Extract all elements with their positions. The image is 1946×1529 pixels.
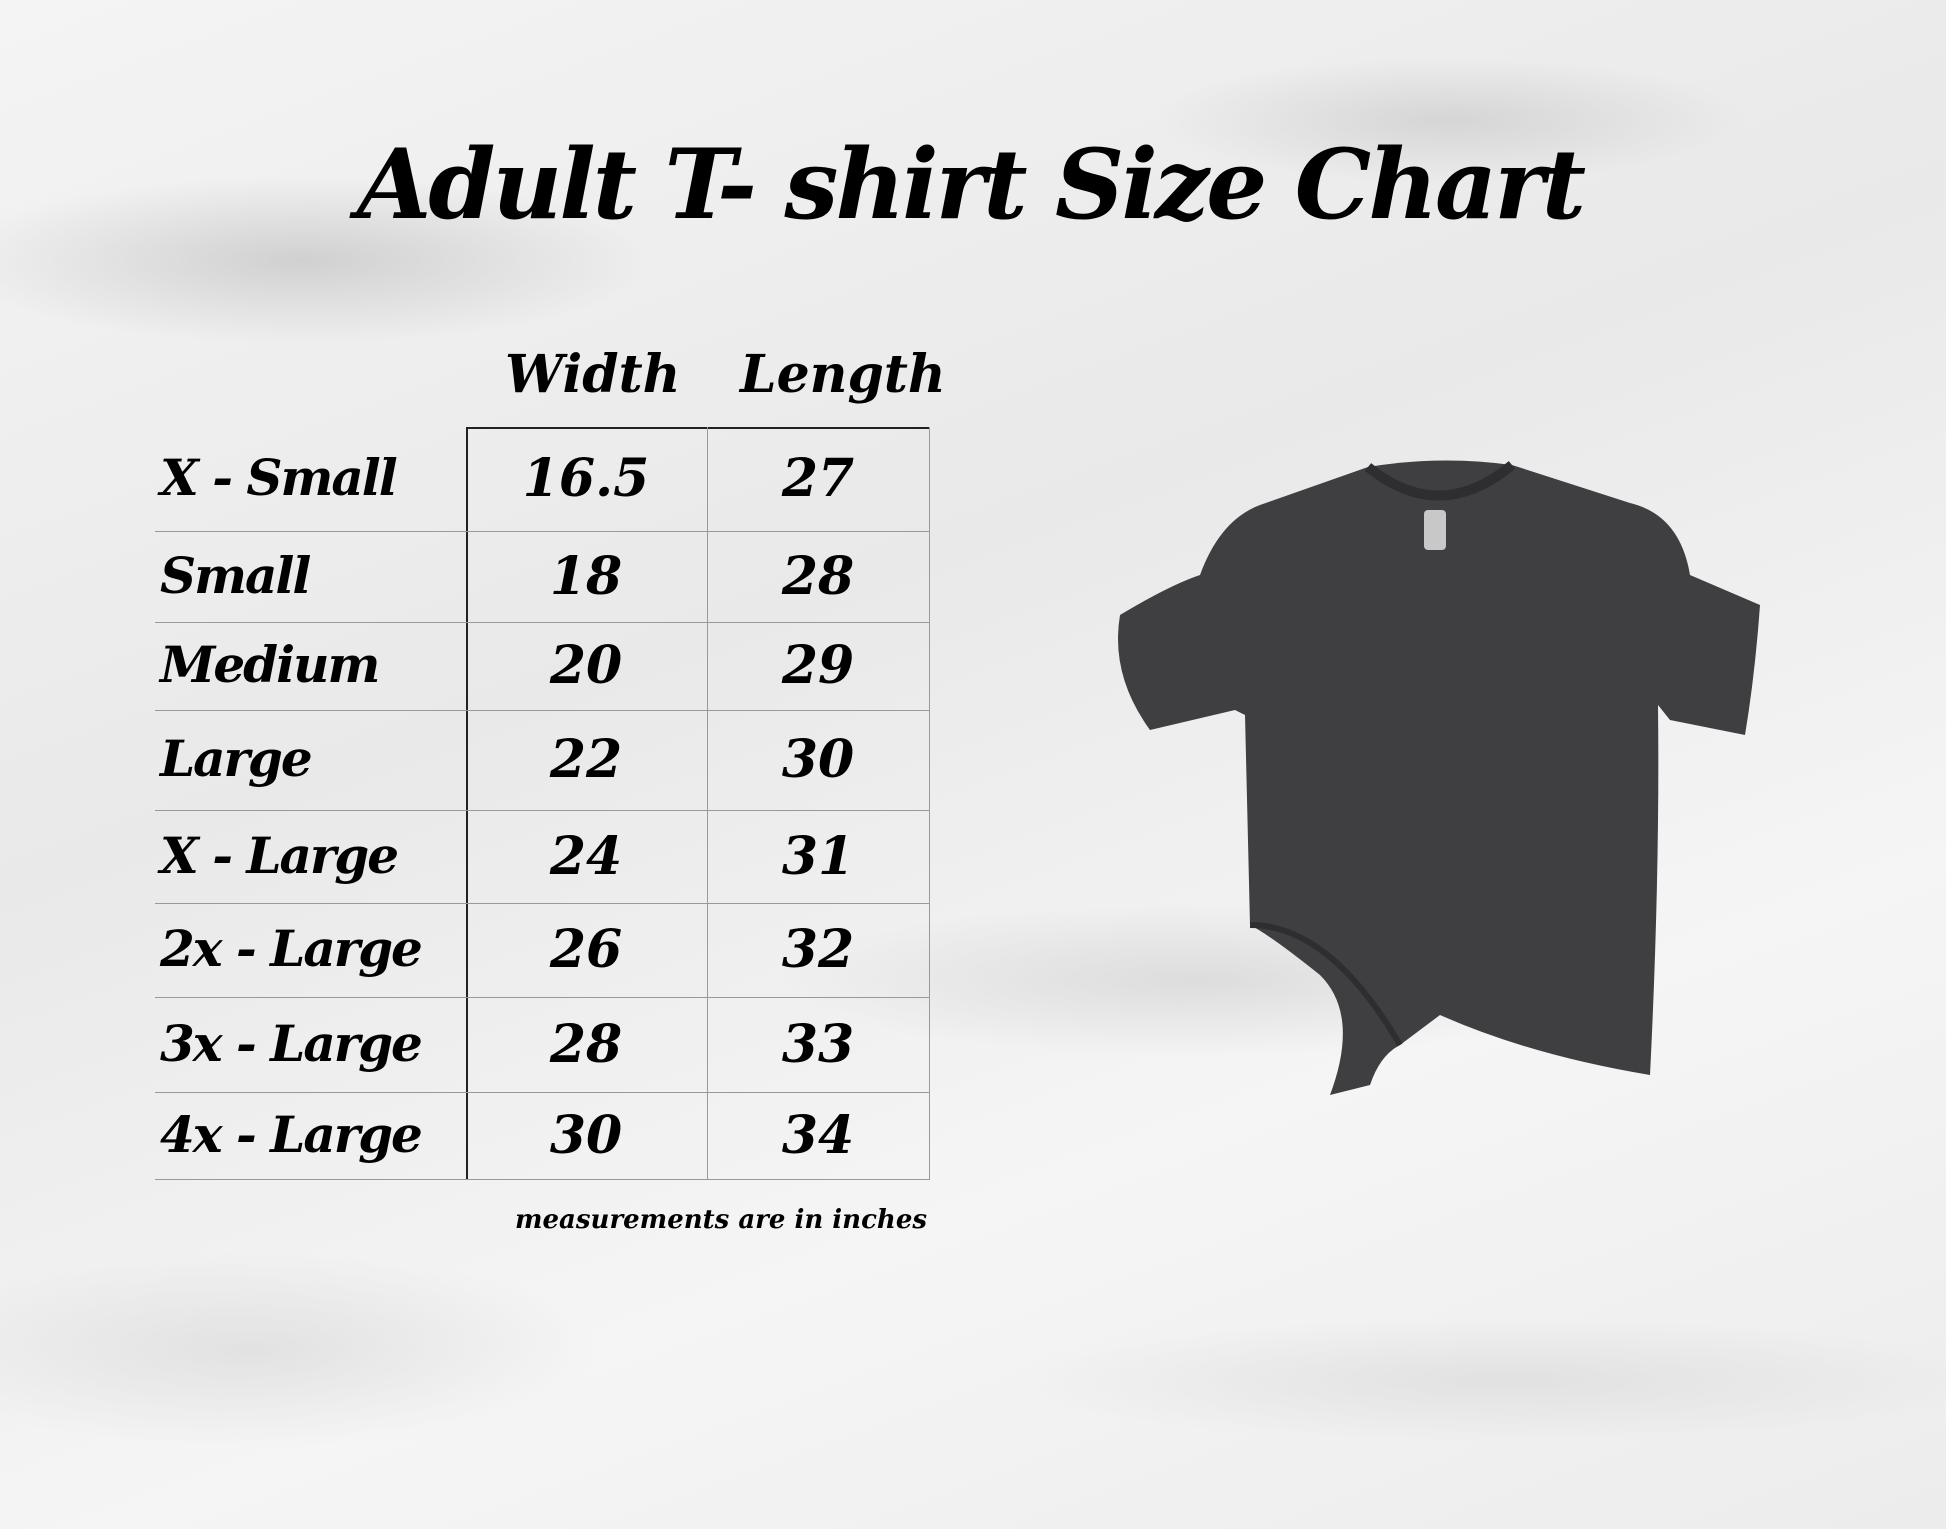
table-top-border (466, 427, 930, 429)
length-value: 28 (781, 545, 855, 607)
page-title: Adult T- shirt Size Chart (356, 128, 1586, 241)
measurement-note: measurements are in inches (515, 1205, 928, 1235)
column-divider (707, 427, 708, 1179)
row-divider (155, 903, 930, 904)
row-divider (155, 810, 930, 811)
width-value: 24 (549, 825, 623, 887)
size-label: 2x - Large (160, 919, 423, 978)
length-value: 32 (781, 919, 855, 980)
table-right-border (929, 427, 930, 1179)
width-value: 18 (549, 545, 623, 607)
row-divider (155, 531, 930, 532)
size-label: Small (160, 545, 311, 605)
size-label: 4x - Large (160, 1104, 423, 1164)
length-value: 33 (781, 1013, 855, 1075)
width-value: 30 (549, 1104, 623, 1166)
column-header-length: Length (740, 344, 946, 405)
row-divider (155, 710, 930, 711)
column-header-width: Width (505, 344, 681, 405)
size-label: X - Small (160, 448, 398, 507)
length-value: 31 (781, 825, 855, 887)
width-value: 16.5 (522, 448, 650, 509)
tshirt-image (1118, 460, 1760, 1095)
size-label: X - Large (160, 825, 399, 885)
size-label: 3x - Large (160, 1013, 423, 1073)
row-divider (155, 997, 930, 998)
row-divider (155, 1179, 930, 1180)
size-label: Medium (160, 635, 380, 694)
length-value: 27 (781, 448, 855, 509)
width-value: 26 (549, 919, 623, 980)
width-value: 20 (549, 635, 623, 696)
size-label: Large (160, 729, 313, 788)
width-value: 22 (549, 729, 623, 790)
row-divider (155, 622, 930, 623)
length-value: 29 (781, 635, 855, 696)
length-value: 30 (781, 729, 855, 790)
length-value: 34 (781, 1104, 855, 1166)
table-left-border (466, 427, 468, 1179)
row-divider (155, 1092, 930, 1093)
width-value: 28 (549, 1013, 623, 1075)
